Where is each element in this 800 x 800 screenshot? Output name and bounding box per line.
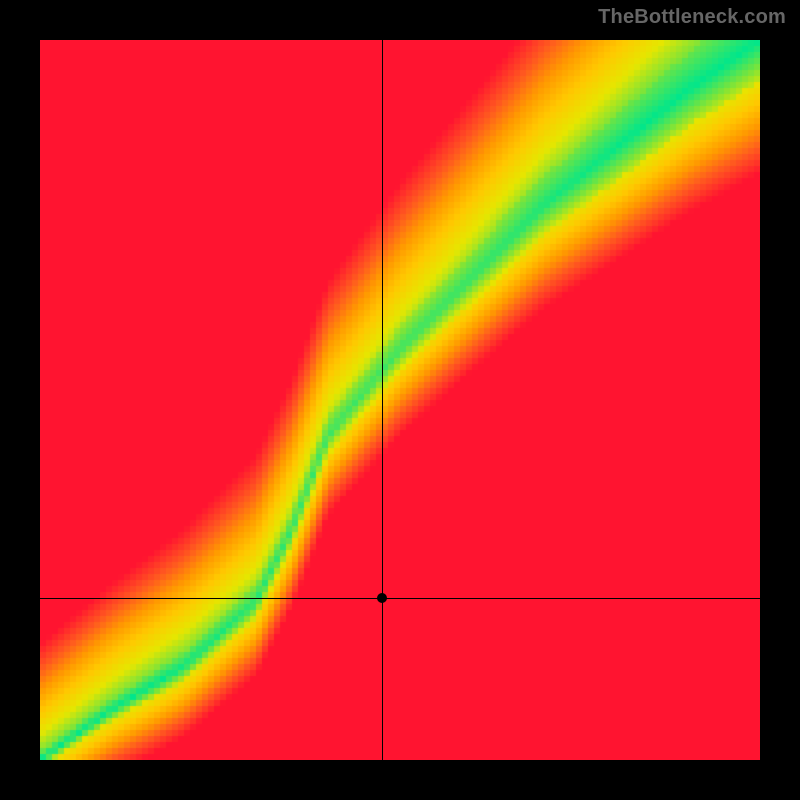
heatmap-canvas	[40, 40, 760, 760]
crosshair-horizontal	[40, 598, 760, 599]
data-point-marker	[377, 593, 387, 603]
watermark-text: TheBottleneck.com	[598, 6, 786, 29]
plot-area	[40, 40, 760, 760]
crosshair-vertical	[382, 40, 383, 760]
chart-frame: TheBottleneck.com	[0, 0, 800, 800]
